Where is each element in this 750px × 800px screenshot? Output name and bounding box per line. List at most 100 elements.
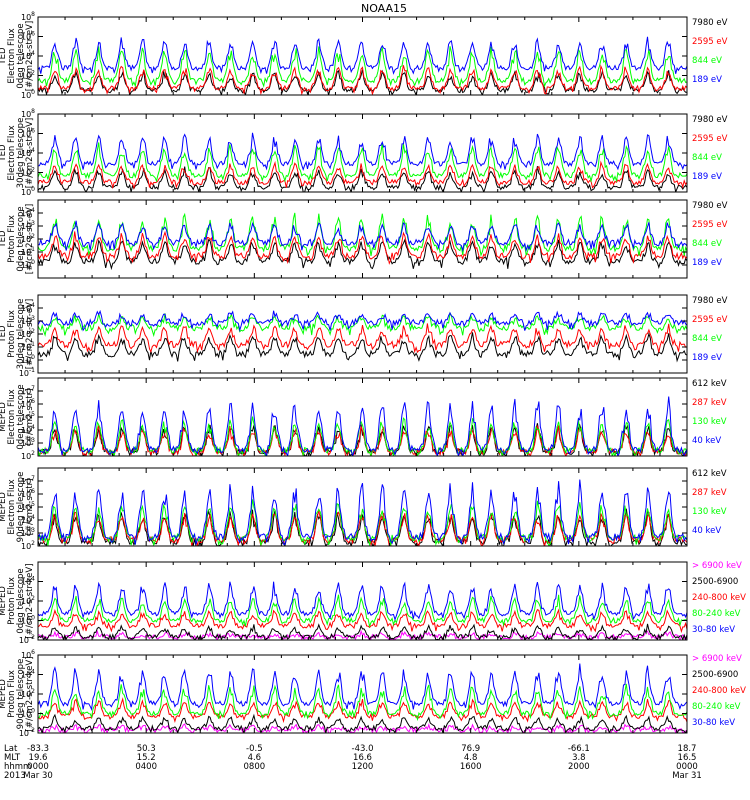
- y-tick-label: 104: [21, 147, 35, 158]
- y-axis-label: MEPEDElectron Flux90deg telescope[#/cm2-…: [0, 472, 35, 543]
- series-line-5: [38, 581, 687, 621]
- x-tick-label: 4.6: [248, 753, 262, 763]
- series-line-3: [38, 499, 687, 546]
- y-tick-label: 102: [21, 70, 35, 81]
- legend-entry: 844 eV: [692, 153, 722, 163]
- y-tick-label: 100: [21, 615, 35, 626]
- series-line-1: [38, 332, 687, 363]
- y-tick-label: 104: [21, 207, 35, 218]
- legend-entry: 80-240 keV: [692, 702, 741, 712]
- legend-entry: 240-800 keV: [692, 593, 746, 603]
- y-tick-label: 104: [21, 514, 35, 525]
- y-axis-label: TEDProton Flux0deg telescope[#/cm2-s-str…: [0, 204, 35, 274]
- y-tick-label: 106: [21, 128, 35, 139]
- y-tick-label: 103: [21, 315, 35, 326]
- y-tick-label: 102: [21, 595, 35, 606]
- series-line-4: [38, 683, 687, 722]
- legend-entry: 2595 eV: [692, 315, 728, 325]
- series-line-3: [38, 46, 687, 89]
- legend-entry: 189 eV: [692, 258, 722, 268]
- series-line-3: [38, 608, 687, 634]
- x-row-label: hhmm: [4, 762, 31, 772]
- legend-entry: 30-80 keV: [692, 625, 735, 635]
- y-tick-label: 105: [21, 501, 35, 512]
- y-tick-label: 102: [21, 167, 35, 178]
- y-tick-label: 102: [21, 688, 35, 699]
- legend-entry: 287 keV: [692, 488, 727, 498]
- x-tick-label: -43.0: [352, 744, 374, 754]
- legend-entry: 189 eV: [692, 172, 722, 182]
- y-tick-label: 107: [21, 385, 35, 396]
- x-tick-label: -83.3: [27, 744, 49, 754]
- y-tick-label: 103: [21, 527, 35, 538]
- series-line-4: [38, 132, 687, 171]
- y-tick-label: 104: [21, 50, 35, 61]
- legend-entry: 130 keV: [692, 417, 727, 427]
- panel-frame: [37, 377, 688, 457]
- series-line-2: [38, 623, 687, 640]
- legend-entry: 2595 eV: [692, 220, 728, 230]
- x-tick-label: 0800: [244, 762, 266, 772]
- series-line-4: [38, 36, 687, 75]
- y-tick-label: 101: [21, 246, 35, 257]
- legend-entry: 189 eV: [692, 75, 722, 85]
- y-tick-label: 100: [21, 186, 35, 197]
- series-line-1: [38, 508, 687, 546]
- y-tick-label: 103: [21, 220, 35, 231]
- series-line-1: [38, 238, 687, 271]
- series-line-4: [38, 594, 687, 629]
- y-tick-label: 102: [21, 328, 35, 339]
- legend-entry: > 6900 keV: [692, 654, 742, 664]
- y-tick-label: 100: [21, 354, 35, 365]
- y-tick-label: 106: [21, 31, 35, 42]
- series-line-2: [38, 713, 687, 733]
- y-tick-label: 102: [21, 450, 35, 461]
- y-tick-label: 10-2: [19, 634, 35, 645]
- series-line-1: [38, 166, 687, 192]
- y-tick-label: 101: [21, 341, 35, 352]
- legend-entry: 7980 eV: [692, 201, 728, 211]
- y-tick-label: 105: [21, 411, 35, 422]
- y-tick-label: 10-2: [19, 727, 35, 738]
- y-tick-label: 100: [21, 89, 35, 100]
- series-line-5: [38, 663, 687, 712]
- x-tick-label: -0.5: [246, 744, 263, 754]
- x-tick-label: 3.8: [572, 753, 586, 763]
- y-axis-label: TEDElectron Flux30deg telescope[#/cm2-s-…: [0, 118, 35, 189]
- y-tick-label: 102: [21, 233, 35, 244]
- legend-entry: 844 eV: [692, 56, 722, 66]
- panel-frame: [37, 467, 688, 547]
- y-tick-label: 103: [21, 437, 35, 448]
- x-tick-label: 19.6: [29, 753, 48, 763]
- series-line-3: [38, 142, 687, 183]
- legend-entry: > 6900 keV: [692, 561, 742, 571]
- y-tick-label: 100: [21, 708, 35, 719]
- panel-frame: [37, 199, 688, 279]
- x-tick-label: 0000: [27, 762, 49, 772]
- legend-entry: 2500-6900: [692, 670, 738, 680]
- series-line-4: [38, 220, 687, 253]
- y-tick-label: 106: [21, 398, 35, 409]
- x-tick-label: 0400: [135, 762, 157, 772]
- y-tick-label: 106: [21, 649, 35, 660]
- y-tick-label: 100: [21, 259, 35, 270]
- legend-entry: 40 keV: [692, 526, 721, 536]
- y-tick-label: 104: [21, 576, 35, 587]
- y-axis-label: MEPEDProton Flux90deg telescope[#/cm2-s-…: [0, 657, 35, 732]
- legend-entry: 240-800 keV: [692, 686, 746, 696]
- x-tick-label: 50.3: [137, 744, 156, 754]
- series-line-2: [38, 64, 687, 95]
- legend-entry: 80-240 keV: [692, 609, 741, 619]
- y-tick-label: 106: [21, 488, 35, 499]
- y-axis-label: MEPEDElectron Flux0deg telescope[#/cm2-s…: [0, 384, 35, 449]
- series-line-4: [38, 479, 687, 546]
- y-tick-label: 108: [21, 108, 35, 119]
- y-tick-label: 102: [21, 540, 35, 551]
